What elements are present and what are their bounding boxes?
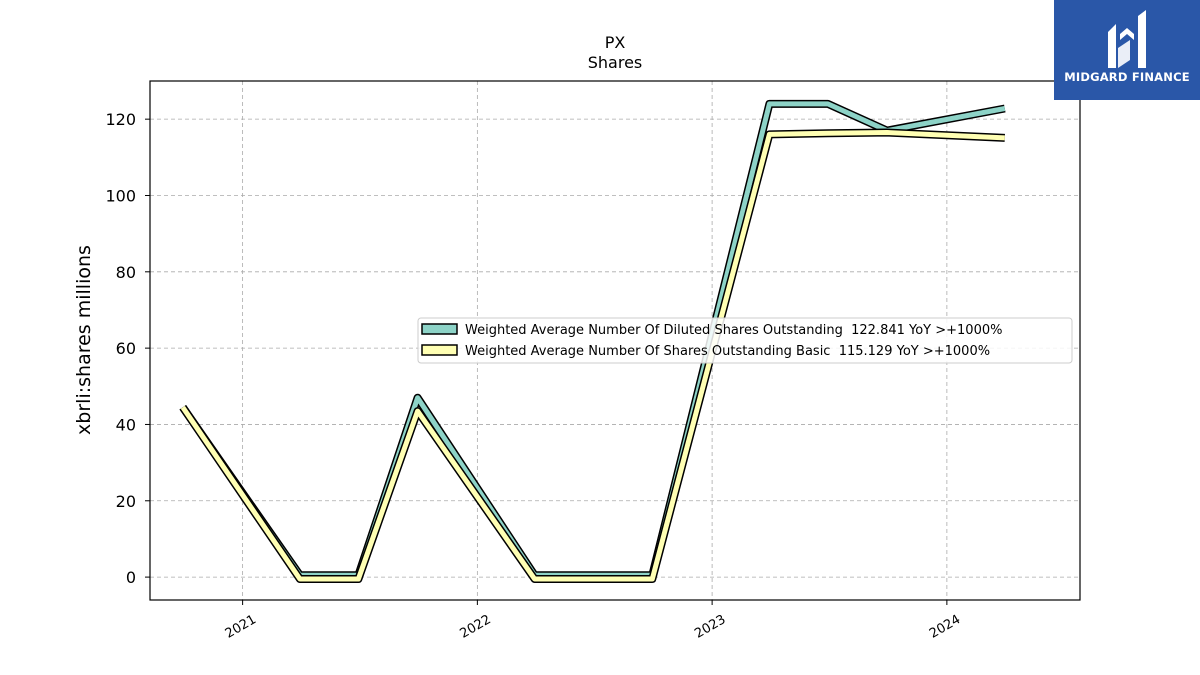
y-tick-label: 20 [116,492,136,511]
x-tick-label: 2023 [692,612,728,642]
plot-frame [149,80,1081,601]
legend-label-basic: Weighted Average Number Of Shares Outsta… [465,344,990,359]
brand-logo: MIDGARD FINANCE [1054,0,1200,100]
legend-swatch-basic [421,344,458,356]
y-tick-label: 80 [116,263,136,282]
x-tick-label: 2021 [223,612,259,642]
series-line-1 [180,130,1005,582]
chart-title: PX [605,33,626,52]
y-tick-label: 0 [126,568,136,587]
chart-subtitle: Shares [588,53,643,72]
logo-mark-icon [1108,10,1146,68]
series-layer [179,99,1006,583]
y-axis: 0 20 40 60 80 100 120 [105,110,150,587]
y-tick-label: 60 [116,339,136,358]
y-tick-label: 40 [116,415,136,434]
x-tick-label: 2024 [927,612,963,642]
y-tick-label: 100 [105,186,136,205]
legend-label-diluted: Weighted Average Number Of Diluted Share… [465,323,1002,338]
logo-text: MIDGARD FINANCE [1064,70,1190,84]
legend-box [417,317,1073,364]
y-axis-label: xbrli:shares millions [73,245,95,435]
y-tick-label: 120 [105,110,136,129]
legend: Weighted Average Number Of Diluted Share… [417,317,1073,364]
legend-swatch-diluted [421,323,458,335]
x-tick-label: 2022 [458,612,494,642]
x-axis: 2021 2022 2023 2024 [223,600,963,642]
